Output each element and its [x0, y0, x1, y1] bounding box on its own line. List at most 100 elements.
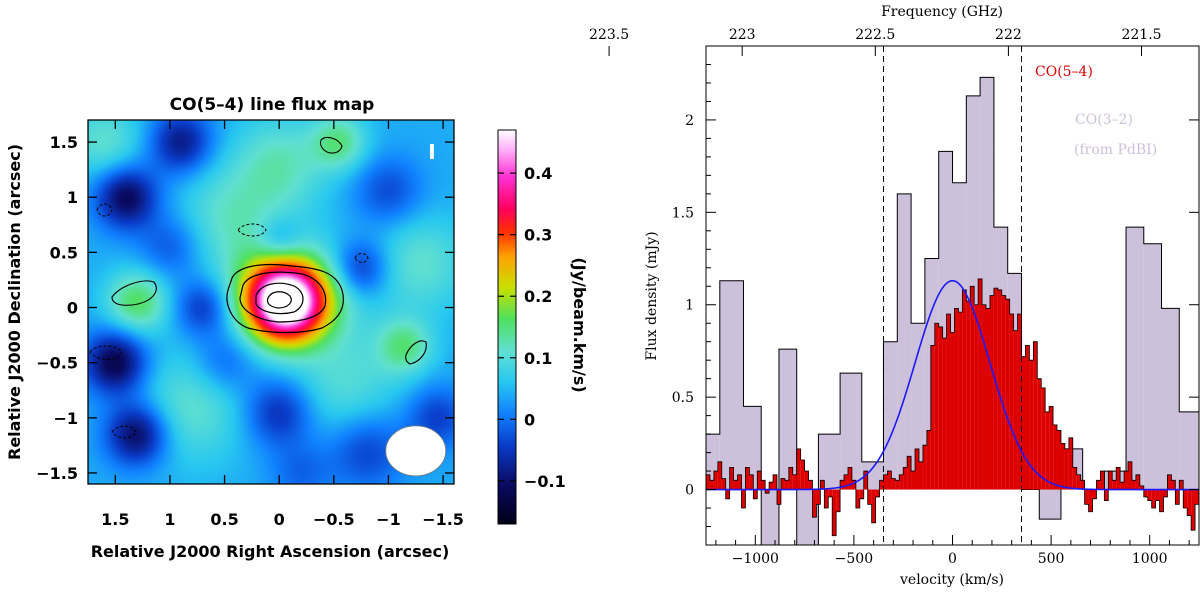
co54-bar [982, 304, 987, 490]
co54-bar [879, 480, 884, 490]
co54-bar [1045, 411, 1050, 490]
co54-bar [1124, 471, 1129, 490]
spec-y-axis: 0 0.5 1 1.5 2 [672, 63, 1199, 528]
co54-bar [1080, 480, 1085, 490]
flux-contours [89, 137, 427, 439]
flux-map-panel: CO(5–4) line flux map I 1.5 1 0.5 0 −0.5 −1 −1… [5, 95, 589, 561]
co54-bar [844, 474, 848, 490]
colorbar-tick-label: 0.4 [524, 164, 552, 183]
co54-bar [907, 456, 912, 490]
co54-bar [1163, 489, 1168, 497]
co54-bar [926, 430, 931, 490]
co54-bar [788, 467, 793, 490]
co54-bar [859, 489, 864, 499]
co54-bar [1009, 313, 1014, 490]
co54-bar [1057, 430, 1061, 490]
co54-bar [922, 445, 927, 490]
co54-bar [871, 489, 876, 523]
co54-bar [709, 480, 714, 490]
co32-bar [897, 193, 912, 490]
velocity-window-lines [882, 46, 1023, 545]
contour-left-blob [111, 280, 157, 306]
map-y-tick-label: 1 [67, 188, 78, 207]
co54-bar [867, 489, 872, 505]
co54-bar [863, 471, 868, 490]
co54-bar [974, 304, 979, 490]
co54-bar [828, 489, 833, 497]
co54-bar [1167, 474, 1172, 490]
spec-top-label: Frequency (GHz) [881, 4, 1003, 20]
co54-bar [930, 345, 935, 490]
contour-neg-4 [354, 253, 369, 263]
co54-bar [1159, 489, 1164, 512]
co54-bar [1041, 387, 1046, 490]
co54-bar [958, 312, 963, 490]
spec-top-tick-label: 221.5 [1121, 27, 1161, 43]
co32-bar [1126, 227, 1144, 490]
co54-bar [938, 326, 943, 490]
co54-bar [1175, 489, 1180, 505]
co54-bar [986, 308, 990, 490]
co54-outline [706, 278, 1199, 537]
co54-bar [780, 478, 785, 490]
co54-bar [1025, 345, 1030, 490]
co54-bar [887, 471, 892, 490]
co54-bar [721, 478, 726, 490]
spec-y-tick-label: 1.5 [672, 205, 694, 221]
co54-bar [1104, 489, 1109, 501]
co54-bar [962, 289, 967, 490]
co54-bar [832, 489, 837, 536]
map-x-tick-label: −0.5 [313, 510, 355, 529]
co54-bar [883, 474, 888, 490]
map-xlabel: Relative J2000 Right Ascension (arcsec) [91, 542, 450, 561]
co54-bar [737, 474, 742, 490]
colorbar-tick-label: −0.1 [524, 472, 566, 491]
colorbar-tick-label: 0.3 [524, 226, 552, 245]
co54-bar [1053, 424, 1058, 490]
gaussian-fit-curve [706, 279, 1199, 491]
co54-bar [899, 474, 904, 490]
map-x-tick-label: 0 [274, 510, 285, 529]
map-y-axis: 1.5 1 0.5 0 −0.5 −1 −1.5 [36, 133, 454, 483]
co54-bar [891, 478, 896, 490]
flux-map-image [88, 120, 454, 484]
colorbar [497, 129, 517, 525]
spec-x-tick-label: 500 [1038, 551, 1065, 567]
legend-co54: CO(5–4) [1035, 64, 1093, 80]
co54-bar [970, 286, 975, 490]
spec-top-tick-label: 222.5 [855, 27, 895, 43]
co54-bar [950, 332, 955, 490]
co54-bar [918, 461, 923, 490]
map-y-tick-label: 1.5 [50, 133, 78, 152]
co54-bar [1060, 443, 1065, 490]
co54-bar [749, 474, 754, 490]
map-title: CO(5–4) line flux map [170, 95, 375, 115]
map-x-tick-label: 0.5 [210, 510, 238, 529]
co54-bar [796, 448, 801, 490]
contour-neg-3 [111, 425, 137, 439]
co32-bar [1039, 489, 1061, 520]
co54-bar [1112, 480, 1117, 490]
co54-bar [851, 480, 856, 490]
flux-map-raster [88, 120, 454, 484]
co54-bar [1033, 341, 1038, 490]
contour-central-mid [239, 271, 327, 323]
co54-bar [706, 474, 710, 490]
co32-bar [840, 373, 862, 490]
map-y-tick-label: −1 [53, 409, 78, 428]
co54-bar [1139, 485, 1144, 490]
contour-neg-5 [237, 223, 267, 237]
colorbar-tick-label: 0.1 [524, 349, 552, 368]
co54-bar [895, 480, 900, 490]
co54-bar [820, 480, 825, 490]
map-x-tick-label: −1.5 [422, 510, 464, 529]
co54-bar [1096, 480, 1101, 490]
map-frame [87, 119, 455, 485]
co54-bar [784, 480, 789, 490]
map-x-axis: 1.5 1 0.5 0 −0.5 −1 −1.5 [101, 120, 464, 529]
co54-bar [1131, 480, 1136, 490]
co54-bar [875, 489, 880, 497]
panel-label: I [428, 140, 435, 164]
co54-bar [741, 489, 746, 509]
